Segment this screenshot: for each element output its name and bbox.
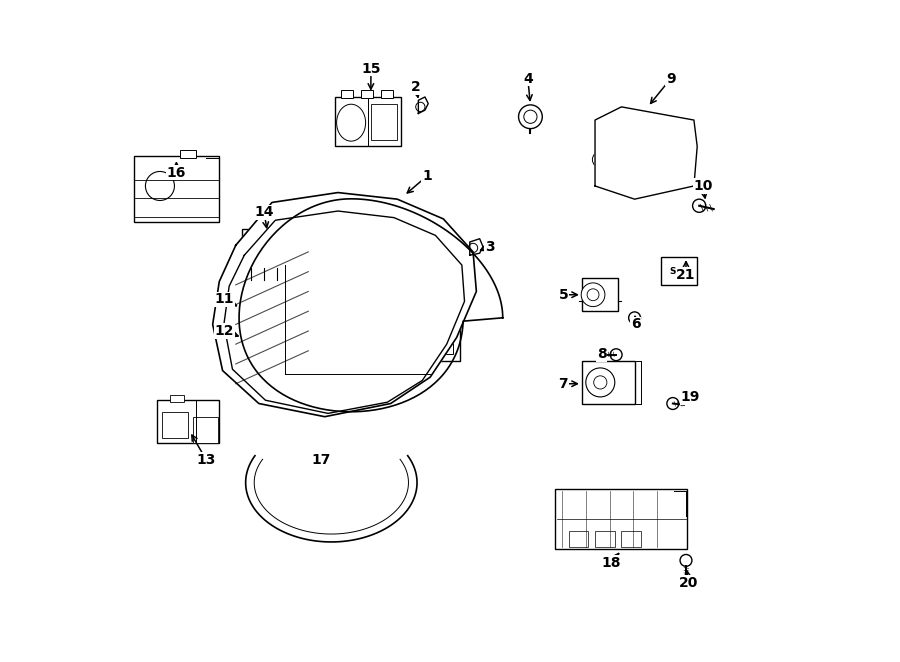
Bar (249, 267, 285, 281)
Bar (605, 126, 684, 179)
Bar (581, 278, 618, 311)
Bar (581, 361, 634, 404)
Bar (644, 115, 670, 128)
Text: 10: 10 (694, 179, 713, 193)
Circle shape (581, 283, 605, 307)
Bar (595, 531, 615, 547)
Circle shape (242, 328, 262, 348)
Bar (248, 234, 287, 263)
Text: 15: 15 (361, 62, 381, 75)
Text: 7: 7 (559, 377, 568, 391)
Bar (328, 278, 400, 361)
Bar (180, 150, 196, 158)
Circle shape (416, 102, 425, 111)
Circle shape (587, 289, 599, 301)
Text: 3: 3 (485, 240, 494, 254)
Bar (242, 229, 292, 268)
Bar (555, 489, 688, 549)
Circle shape (469, 244, 478, 252)
Bar (133, 156, 220, 222)
Text: 6: 6 (631, 317, 641, 332)
Ellipse shape (337, 104, 365, 141)
Text: 18: 18 (602, 556, 621, 570)
Circle shape (592, 152, 608, 167)
Bar (381, 91, 392, 98)
Bar (371, 103, 397, 140)
Bar (661, 257, 698, 285)
Text: 11: 11 (215, 293, 234, 307)
Text: 13: 13 (196, 453, 216, 467)
Text: 20: 20 (679, 576, 698, 590)
Circle shape (594, 376, 607, 389)
Bar (341, 91, 353, 98)
Bar (621, 531, 641, 547)
Circle shape (240, 296, 264, 320)
Text: 4: 4 (523, 71, 533, 85)
Bar (414, 281, 460, 361)
Text: SET: SET (670, 267, 688, 275)
Text: 19: 19 (681, 390, 700, 404)
Circle shape (524, 110, 537, 123)
Text: 2: 2 (410, 80, 420, 94)
Bar (157, 401, 220, 443)
Circle shape (628, 312, 641, 324)
Polygon shape (595, 107, 698, 199)
Text: 21: 21 (676, 268, 696, 282)
Circle shape (146, 171, 175, 201)
Polygon shape (212, 193, 476, 416)
Circle shape (248, 333, 256, 342)
Text: 12: 12 (215, 324, 234, 338)
Circle shape (667, 398, 679, 410)
Bar (338, 288, 391, 351)
Bar (162, 412, 188, 438)
Circle shape (518, 105, 543, 128)
Circle shape (693, 199, 706, 213)
Circle shape (680, 555, 692, 567)
Circle shape (610, 349, 622, 361)
Bar (319, 265, 410, 371)
Bar (193, 416, 218, 443)
Bar (335, 97, 400, 146)
Circle shape (247, 303, 257, 313)
Text: 1: 1 (422, 169, 432, 183)
Text: 17: 17 (311, 453, 331, 467)
Text: 8: 8 (597, 347, 607, 361)
Text: 16: 16 (166, 166, 186, 180)
Text: 9: 9 (666, 71, 676, 85)
Text: 14: 14 (255, 205, 274, 219)
Bar (170, 395, 184, 402)
Circle shape (586, 368, 615, 397)
Bar (608, 115, 634, 128)
Bar (361, 91, 373, 98)
Bar (569, 531, 589, 547)
Text: 5: 5 (559, 288, 568, 302)
Bar (420, 288, 454, 354)
